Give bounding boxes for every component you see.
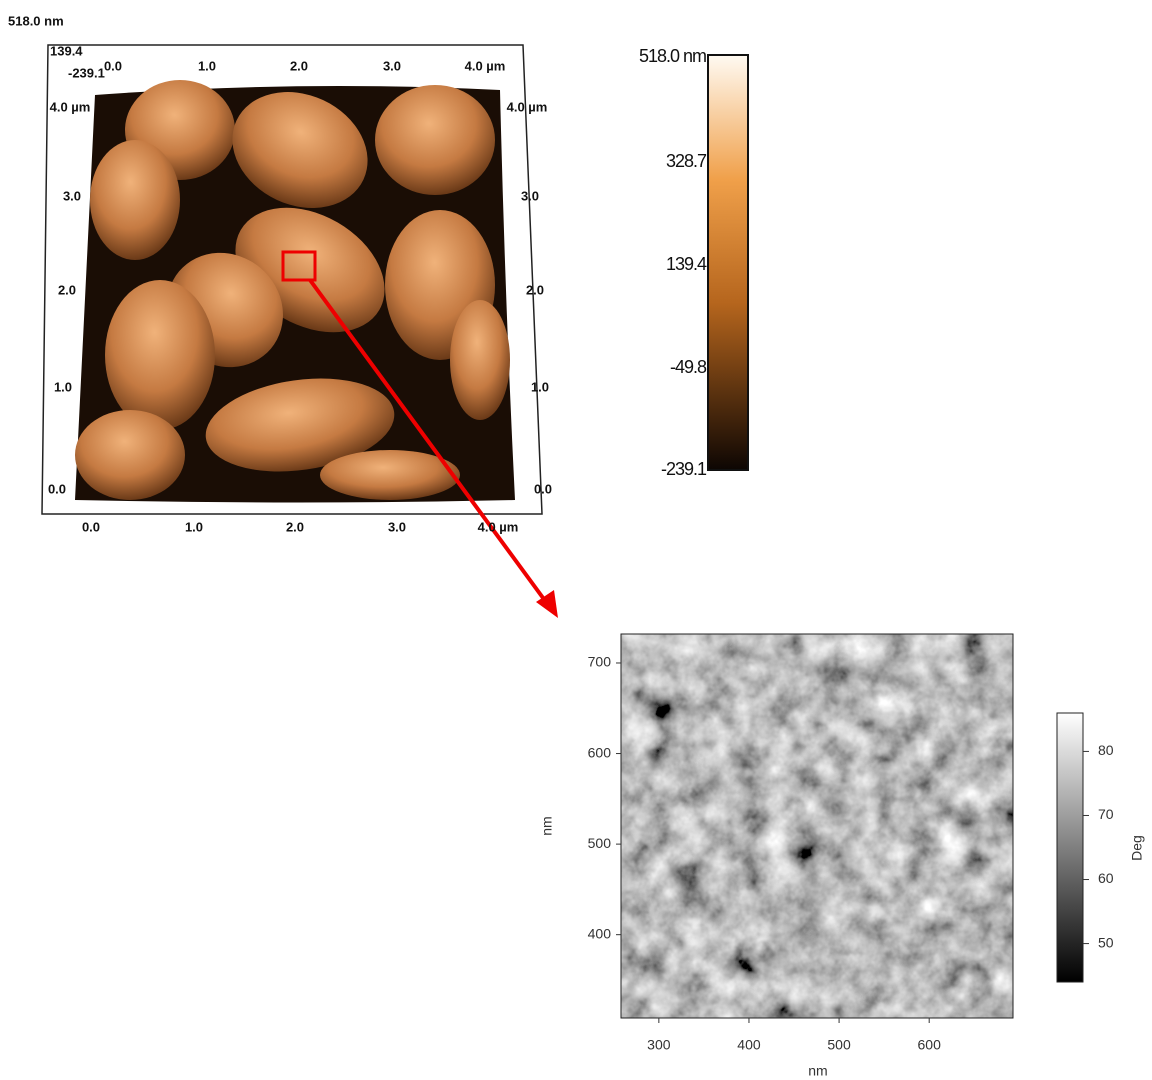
surface-plot: 518.0 nm 139.4 -239.1 bbox=[8, 13, 542, 514]
y-axis-label: nm bbox=[539, 816, 555, 835]
axis-tick-label: 4.0 µm bbox=[507, 99, 548, 114]
colorbar-tick-label: -239.1 bbox=[661, 459, 707, 479]
corner-label: 139.4 bbox=[50, 43, 83, 58]
axis-tick-label: 1.0 bbox=[54, 379, 72, 394]
axis-tick-label: 0.0 bbox=[82, 519, 100, 534]
axis-tick-label: 2.0 bbox=[526, 282, 544, 297]
x-tick-label: 300 bbox=[647, 1037, 671, 1053]
x-axis-label: nm bbox=[808, 1063, 827, 1079]
colorbar-tick-label: 70 bbox=[1098, 806, 1114, 822]
y-tick-label: 700 bbox=[588, 654, 612, 670]
colorbar-tick-label: -49.8 bbox=[670, 357, 707, 377]
colorbar-tick-label: 60 bbox=[1098, 870, 1114, 886]
axis-tick-label: 2.0 bbox=[58, 282, 76, 297]
z-label: 518.0 nm bbox=[8, 13, 64, 28]
axis-tick-label: 4.0 µm bbox=[478, 519, 519, 534]
axis-tick-label: 3.0 bbox=[388, 519, 406, 534]
axis-tick-label: 0.0 bbox=[104, 58, 122, 73]
x-tick-label: 500 bbox=[827, 1037, 851, 1053]
axis-tick-label: 4.0 µm bbox=[50, 99, 91, 114]
colorbar-tick-label: 328.7 bbox=[666, 151, 707, 171]
axis-tick-label: 1.0 bbox=[198, 58, 216, 73]
phase-image bbox=[621, 634, 1013, 1018]
axis-tick-label: 2.0 bbox=[286, 519, 304, 534]
figure: 518.0 nm 139.4 -239.1 nm nm Deg 0.0 1.0 2.… bbox=[0, 0, 1152, 1080]
height-colorbar bbox=[708, 55, 748, 470]
colorbar-tick-label: 139.4 bbox=[666, 254, 707, 274]
y-tick-label: 600 bbox=[588, 744, 612, 760]
x-tick-label: 600 bbox=[918, 1037, 942, 1053]
phase-colorbar bbox=[1057, 713, 1083, 982]
axis-tick-label: 4.0 µm bbox=[465, 58, 506, 73]
colorbar-tick-label: 518.0 nm bbox=[639, 46, 706, 66]
axis-tick-label: 1.0 bbox=[185, 519, 203, 534]
colorbar-label: Deg bbox=[1129, 835, 1145, 861]
axis-tick-label: 3.0 bbox=[383, 58, 401, 73]
axis-tick-label: 3.0 bbox=[63, 188, 81, 203]
axis-tick-label: 0.0 bbox=[534, 481, 552, 496]
colorbar-tick-label: 50 bbox=[1098, 934, 1114, 950]
colorbar-tick-label: 80 bbox=[1098, 742, 1114, 758]
x-tick-label: 400 bbox=[737, 1037, 761, 1053]
axis-tick-label: 3.0 bbox=[521, 188, 539, 203]
axis-tick-label: 1.0 bbox=[531, 379, 549, 394]
axis-tick-label: 2.0 bbox=[290, 58, 308, 73]
y-tick-label: 400 bbox=[588, 925, 612, 941]
axis-tick-label: 0.0 bbox=[48, 481, 66, 496]
corner-label: -239.1 bbox=[68, 65, 105, 80]
y-tick-label: 500 bbox=[588, 835, 612, 851]
